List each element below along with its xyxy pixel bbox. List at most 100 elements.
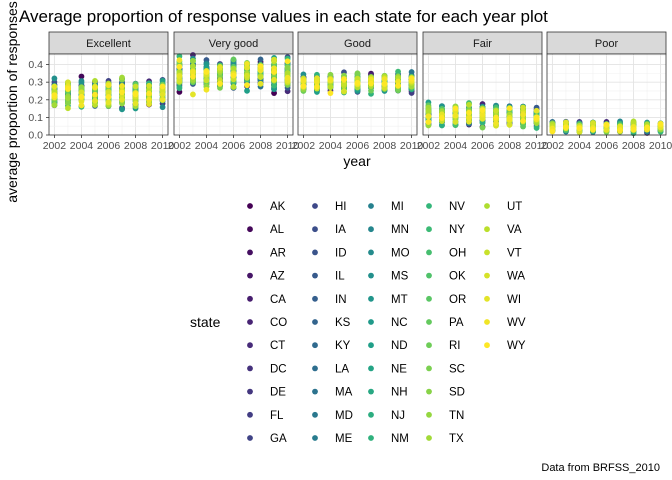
data-point	[590, 126, 596, 133]
legend-label: KY	[335, 340, 351, 352]
data-point	[284, 70, 291, 76]
facet-strip-label: Poor	[595, 38, 619, 50]
data-point	[657, 121, 664, 127]
x-axis-title: year	[343, 153, 371, 169]
data-point	[520, 104, 526, 111]
data-point	[479, 107, 486, 113]
data-point	[493, 114, 499, 121]
data-point	[92, 91, 98, 98]
data-point	[230, 72, 237, 79]
legend-label: ME	[335, 433, 353, 445]
legend-label: NE	[391, 363, 407, 375]
legend-key	[312, 388, 318, 395]
x-tick-label: 2004	[70, 140, 94, 152]
legend-key	[484, 272, 490, 279]
y-tick-label: 0.0	[28, 130, 43, 142]
data-point	[176, 73, 183, 79]
data-point	[284, 64, 291, 71]
legend-label: IN	[335, 294, 347, 306]
data-point	[300, 71, 307, 78]
data-point	[479, 124, 486, 131]
facet-panel: Very good 2002 2004 2006 2008 2010	[168, 31, 299, 152]
data-point	[603, 122, 610, 128]
data-point	[78, 98, 85, 105]
legend-key	[426, 365, 432, 372]
data-point	[146, 101, 152, 107]
legend-label: MS	[391, 271, 409, 283]
x-tick-label: 2002	[168, 140, 192, 152]
data-point	[230, 84, 237, 90]
x-tick-label: 2004	[319, 140, 343, 152]
data-point	[452, 105, 459, 112]
data-point	[217, 64, 223, 71]
legend-label: AR	[270, 247, 286, 259]
legend-key	[312, 226, 318, 233]
data-point	[203, 86, 210, 93]
facet-strip-label: Very good	[209, 38, 259, 50]
data-point	[244, 82, 250, 89]
legend-label: MO	[391, 247, 410, 259]
x-tick-label: 2004	[568, 140, 592, 152]
x-tick-label: 2002	[541, 140, 565, 152]
data-point	[603, 126, 610, 133]
data-point	[563, 124, 569, 131]
data-point	[146, 82, 152, 89]
data-point	[284, 74, 291, 81]
legend-key	[426, 388, 432, 395]
data-point	[159, 97, 166, 103]
data-point	[479, 119, 486, 126]
legend-key	[312, 249, 318, 256]
data-point	[257, 74, 264, 80]
legend-label: MD	[335, 410, 353, 422]
legend-key	[312, 411, 318, 418]
x-tick-label: 2010	[151, 140, 175, 152]
data-point	[314, 75, 320, 82]
legend-key	[247, 388, 253, 395]
data-point	[190, 91, 196, 98]
facet-panel: Excellent 2002 2004 2006 2008 2010 0.0 0.1 0.2 0.…	[28, 31, 175, 152]
data-point	[146, 96, 152, 103]
data-point	[159, 83, 166, 90]
data-point	[617, 127, 623, 134]
data-point	[493, 108, 499, 114]
legend-label: AL	[270, 224, 285, 236]
data-point	[51, 102, 58, 108]
data-point	[354, 70, 361, 77]
legend-key	[312, 319, 318, 325]
legend: state AK AL AR AZ CA CO CT DC DE FL GA HI IA ID IL IN KS…	[190, 201, 526, 445]
data-point	[244, 72, 250, 79]
x-tick-label: 2008	[622, 140, 646, 152]
data-point	[92, 77, 98, 84]
data-point	[257, 80, 264, 87]
data-point	[119, 74, 125, 81]
data-point	[78, 89, 85, 96]
data-point	[217, 81, 223, 87]
legend-label: AK	[270, 201, 286, 213]
data-point	[425, 108, 432, 115]
data-point	[132, 91, 139, 98]
data-point	[271, 76, 277, 83]
data-point	[230, 65, 237, 72]
data-point	[78, 79, 85, 86]
legend-label: RI	[449, 340, 461, 352]
legend-key	[368, 365, 374, 372]
data-point	[533, 125, 540, 131]
x-tick-label: 2008	[373, 140, 397, 152]
data-point	[230, 56, 237, 63]
x-tick-label: 2006	[471, 140, 495, 152]
data-point	[132, 83, 139, 90]
legend-label: WI	[507, 294, 521, 306]
data-point	[257, 67, 264, 74]
data-point	[341, 88, 347, 95]
x-tick-label: 2006	[595, 140, 619, 152]
data-point	[78, 93, 85, 100]
legend-label: GA	[270, 433, 287, 445]
legend-label: CA	[270, 294, 286, 306]
data-point	[381, 80, 388, 87]
legend-key	[426, 319, 432, 325]
legend-label: SD	[449, 387, 465, 399]
data-point	[119, 89, 125, 96]
data-point	[644, 124, 650, 131]
data-point	[520, 117, 526, 124]
